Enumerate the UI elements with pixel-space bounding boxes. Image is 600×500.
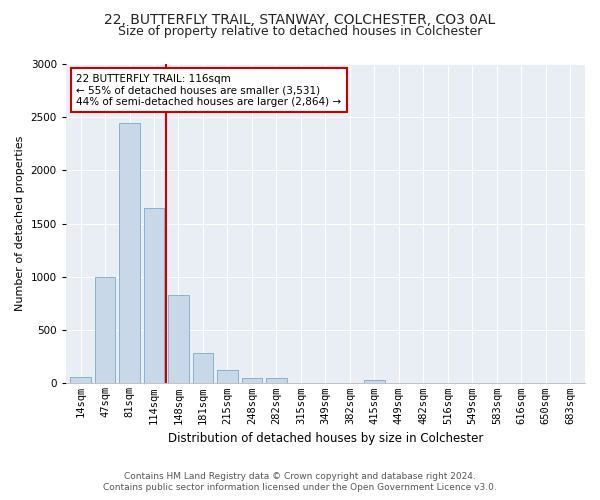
Bar (168, 295, 189, 384)
Bar (560, 383, 581, 384)
Bar (193, 352, 214, 384)
Bar (70, 377, 91, 384)
Bar (266, 378, 287, 384)
Bar (242, 378, 262, 384)
Bar (487, 383, 507, 384)
Bar (388, 383, 409, 384)
Bar (462, 383, 483, 384)
X-axis label: Distribution of detached houses by size in Colchester: Distribution of detached houses by size … (168, 432, 483, 445)
Bar (95, 277, 115, 384)
Text: Size of property relative to detached houses in Colchester: Size of property relative to detached ho… (118, 25, 482, 38)
Text: 22 BUTTERFLY TRAIL: 116sqm
← 55% of detached houses are smaller (3,531)
44% of s: 22 BUTTERFLY TRAIL: 116sqm ← 55% of deta… (76, 74, 341, 107)
Bar (143, 208, 164, 384)
Bar (340, 383, 361, 384)
Bar (315, 383, 336, 384)
Bar (437, 383, 458, 384)
Bar (413, 383, 434, 384)
Bar (511, 383, 532, 384)
Y-axis label: Number of detached properties: Number of detached properties (15, 136, 25, 312)
Bar (119, 122, 140, 384)
Bar (290, 383, 311, 384)
Bar (364, 380, 385, 384)
Bar (217, 370, 238, 384)
Bar (535, 383, 556, 384)
Text: 22, BUTTERFLY TRAIL, STANWAY, COLCHESTER, CO3 0AL: 22, BUTTERFLY TRAIL, STANWAY, COLCHESTER… (104, 12, 496, 26)
Text: Contains HM Land Registry data © Crown copyright and database right 2024.
Contai: Contains HM Land Registry data © Crown c… (103, 472, 497, 492)
